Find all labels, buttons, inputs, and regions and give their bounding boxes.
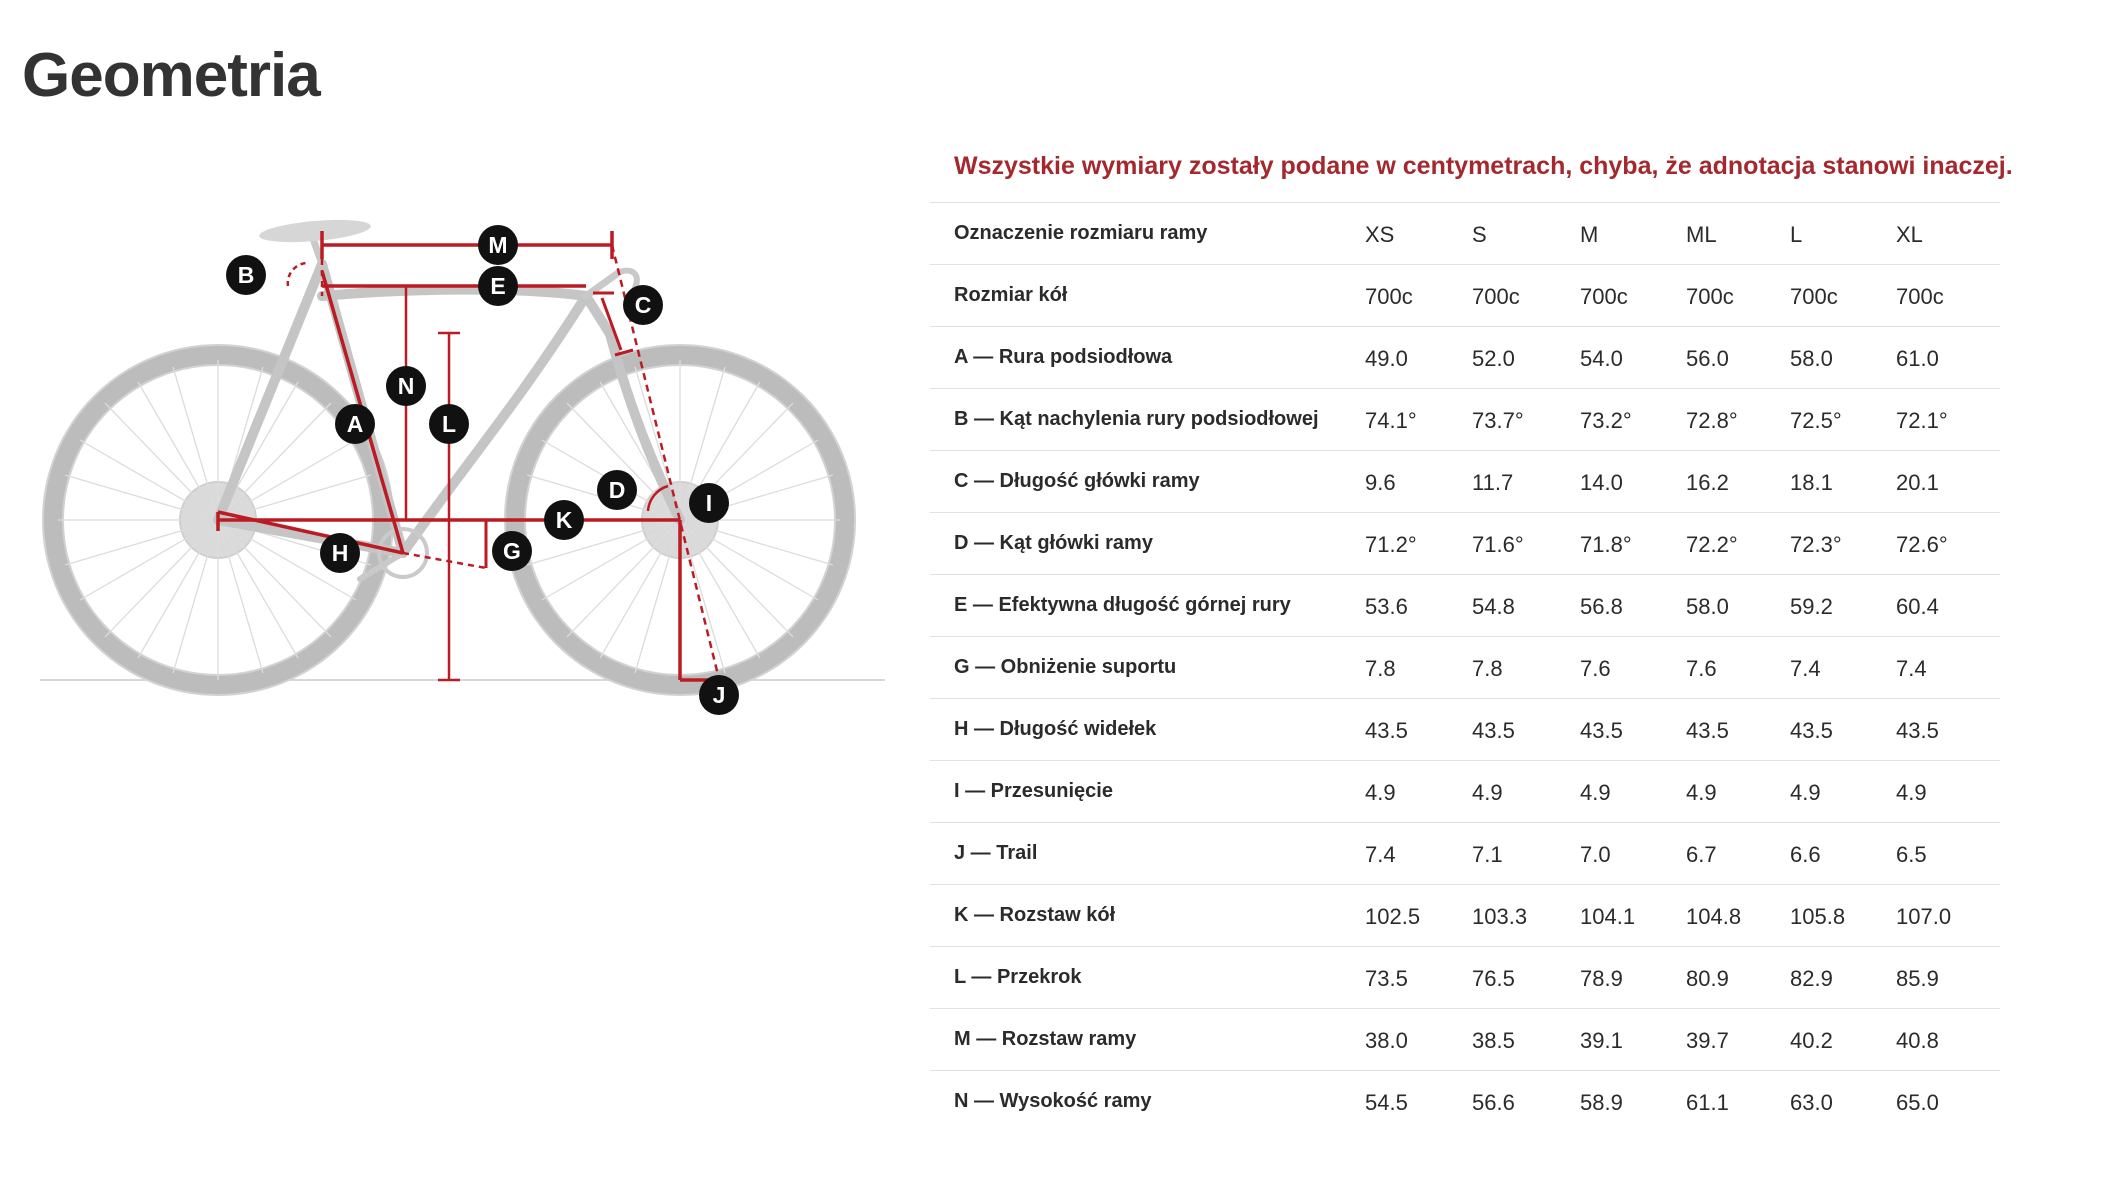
svg-text:E: E [490,273,505,299]
svg-text:C: C [635,292,652,318]
svg-text:M: M [488,232,507,258]
svg-text:D: D [609,477,626,503]
svg-text:K: K [556,507,573,533]
svg-text:I: I [706,490,712,516]
svg-text:B: B [238,262,255,288]
svg-text:G: G [503,538,521,564]
svg-text:J: J [713,682,726,708]
svg-text:N: N [398,373,415,399]
svg-text:A: A [347,411,364,437]
svg-text:L: L [442,411,456,437]
svg-text:H: H [332,540,349,566]
